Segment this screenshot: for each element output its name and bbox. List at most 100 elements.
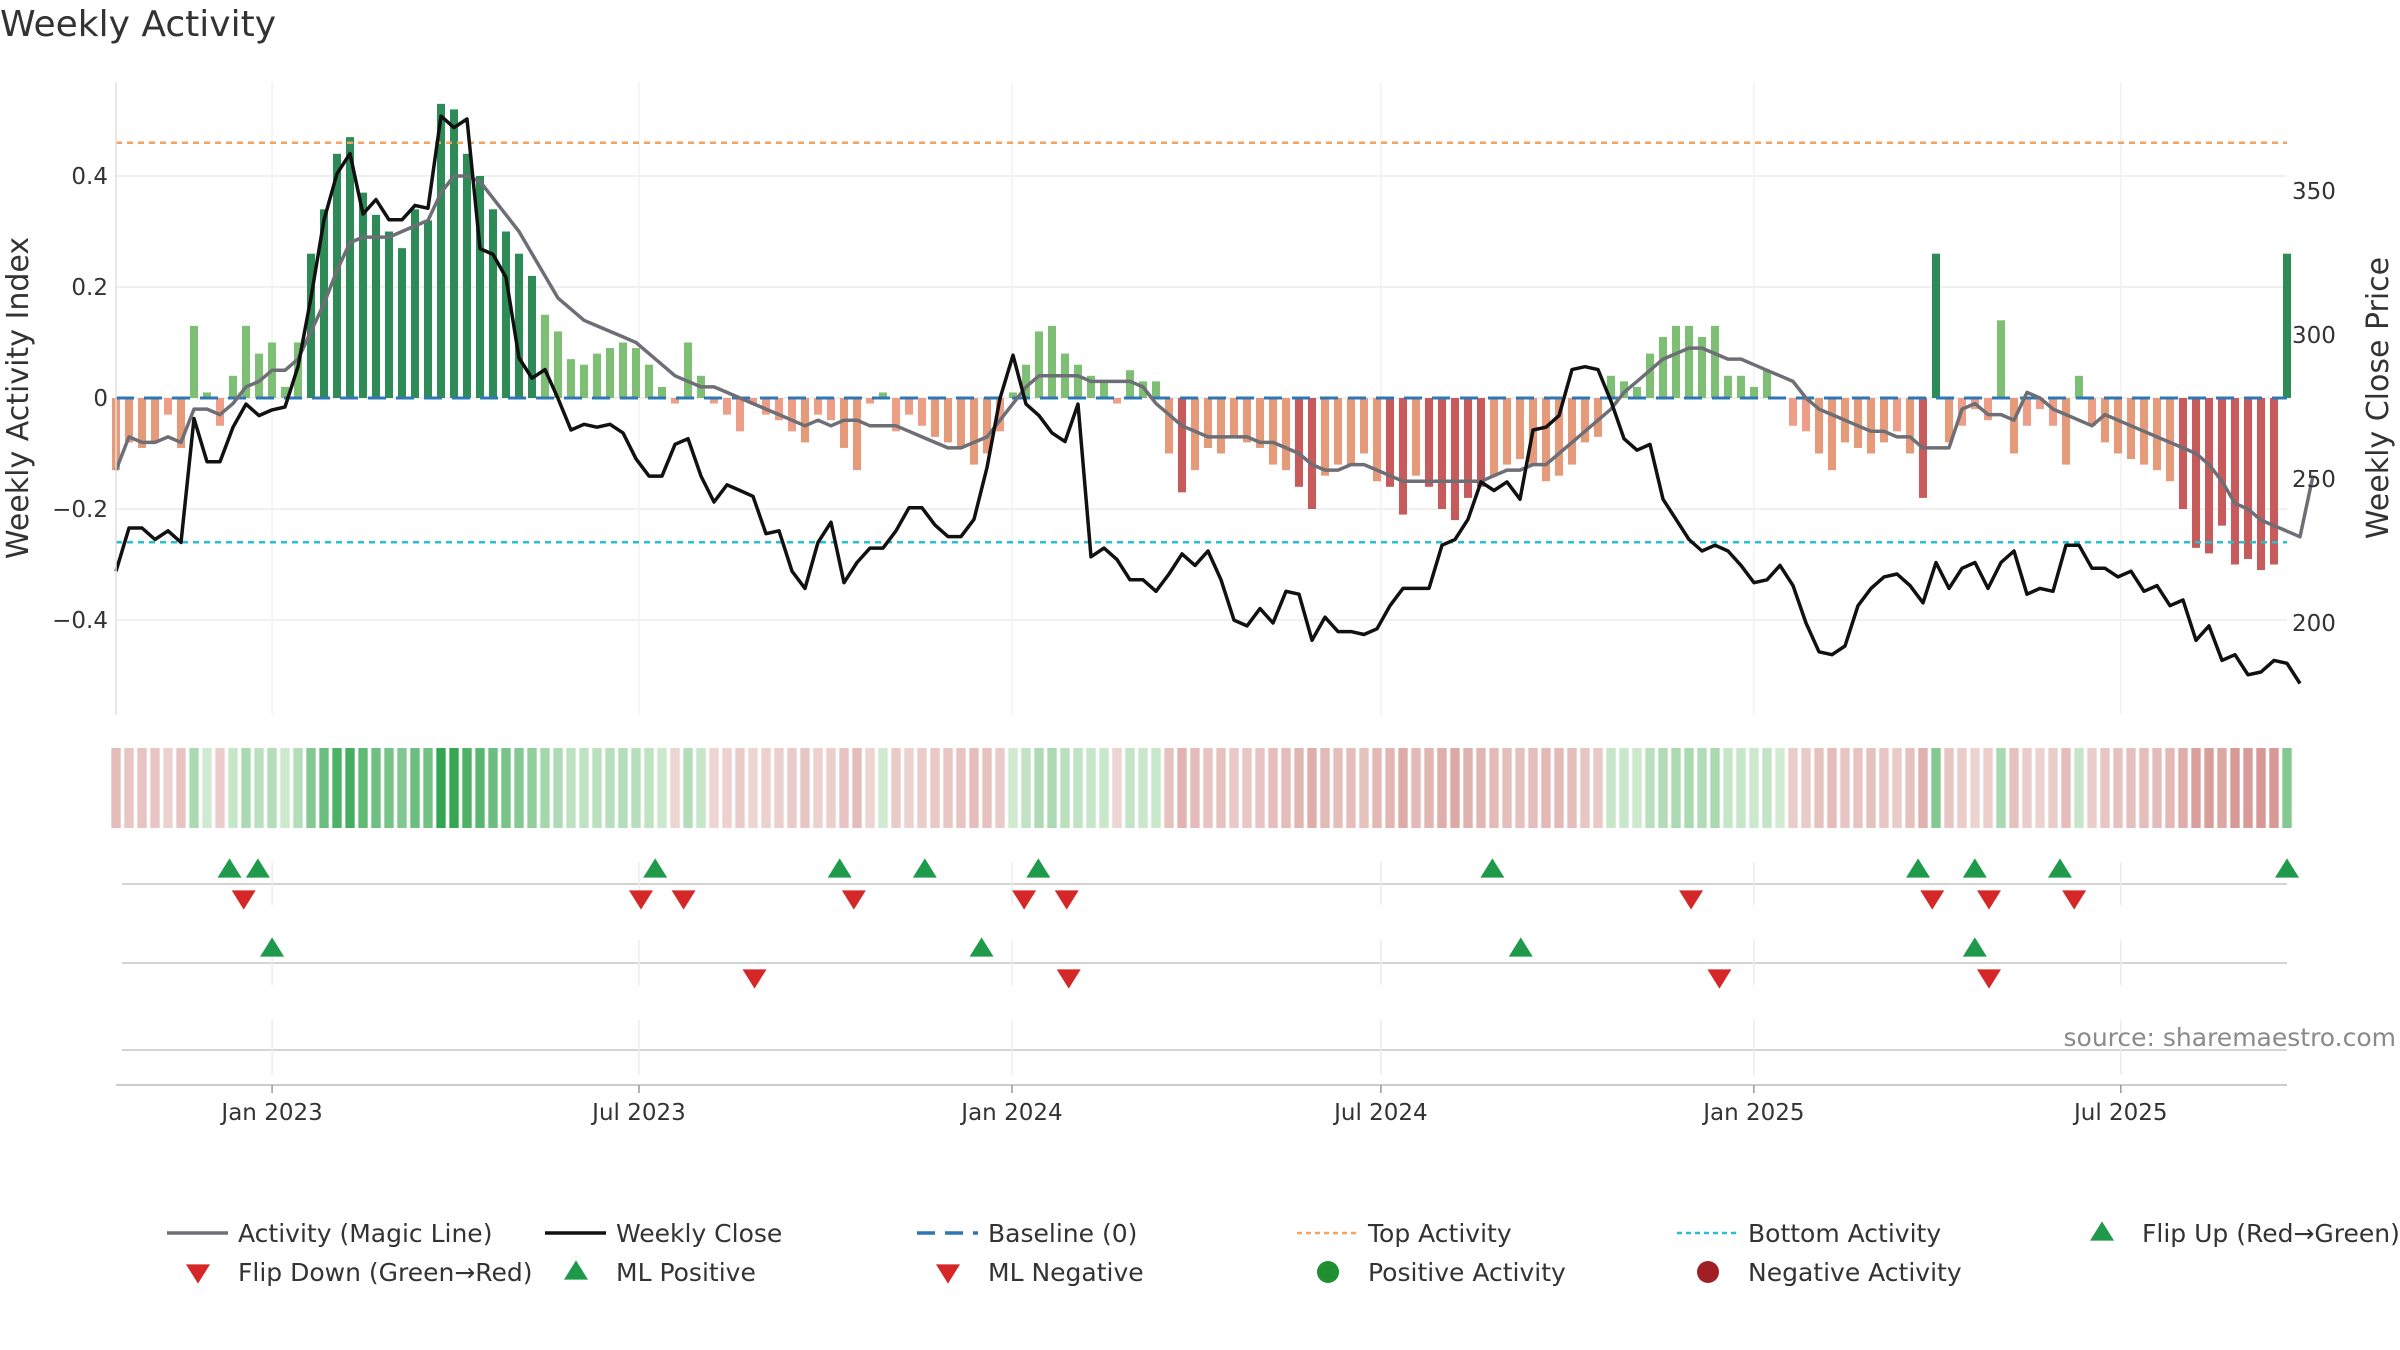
activity-bar: [1905, 398, 1915, 454]
heat-cell: [1684, 748, 1694, 828]
legend-item-pos: Positive Activity: [1317, 1258, 1566, 1287]
x-tick-label: Jul 2025: [2072, 1100, 2168, 1126]
heat-cell: [748, 748, 758, 828]
heat-cell: [683, 748, 693, 828]
activity-bar: [2230, 398, 2240, 565]
heat-cell: [1840, 748, 1850, 828]
heat-cell: [787, 748, 797, 828]
flip-up-marker: [1962, 858, 1987, 878]
heat-cell: [1294, 748, 1304, 828]
activity-bar: [592, 353, 602, 398]
activity-bar: [904, 398, 914, 415]
activity-bar: [241, 325, 251, 398]
activity-bar: [527, 275, 537, 398]
activity-bar: [215, 398, 225, 426]
legend-swatch: [564, 1260, 588, 1280]
legend-item-flipup: Flip Up (Red→Green): [2090, 1219, 2400, 1248]
heat-cell: [592, 748, 602, 828]
activity-bar: [436, 103, 446, 398]
activity-bar: [1606, 375, 1616, 398]
activity-bar: [2178, 398, 2188, 509]
activity-bar: [1515, 398, 1525, 460]
heat-cell: [189, 748, 199, 828]
heat-cell: [2100, 748, 2110, 828]
activity-bar: [761, 398, 771, 415]
activity-bar: [228, 375, 238, 398]
activity-bar: [943, 398, 953, 443]
activity-bar: [995, 398, 1005, 432]
heat-cell: [1437, 748, 1447, 828]
activity-bar: [280, 386, 290, 398]
activity-bar: [865, 398, 875, 404]
activity-bar: [1502, 398, 1512, 465]
y-axis-left-label: Weekly Activity Index: [1, 237, 36, 559]
heat-cell: [2035, 748, 2045, 828]
heat-cell: [254, 748, 264, 828]
activity-bar: [1411, 398, 1421, 476]
heat-cell: [111, 748, 121, 828]
heat-cell: [2113, 748, 2123, 828]
heat-cell: [670, 748, 680, 828]
heat-cell: [1060, 748, 1070, 828]
heat-cell: [1333, 748, 1343, 828]
heat-cell: [1463, 748, 1473, 828]
heat-cell: [280, 748, 290, 828]
heat-cell: [1021, 748, 1031, 828]
activity-bar: [2282, 253, 2292, 398]
activity-bar: [1346, 398, 1356, 465]
activity-bar: [1450, 398, 1460, 521]
activity-bars: [111, 103, 2292, 571]
activity-bar: [1827, 398, 1837, 471]
heat-cell: [1801, 748, 1811, 828]
legend-label: Positive Activity: [1368, 1258, 1566, 1287]
heat-cell: [163, 748, 173, 828]
heat-cell: [1710, 748, 1720, 828]
heat-cell: [1775, 748, 1785, 828]
activity-bar: [2165, 398, 2175, 482]
flip-down-marker: [1977, 890, 2002, 910]
heat-cell: [2048, 748, 2058, 828]
heat-cell: [1905, 748, 1915, 828]
activity-bar: [1255, 398, 1265, 448]
heat-cell: [1619, 748, 1629, 828]
legend-item-mlneg: ML Negative: [936, 1258, 1144, 1287]
legend-swatch: [186, 1264, 210, 1284]
heat-cell: [1047, 748, 1057, 828]
heat-cell: [1450, 748, 1460, 828]
heat-cell: [1957, 748, 1967, 828]
heat-cell: [488, 748, 498, 828]
axes: 0.4 0.2 0 −0.2 −0.4 350 300 250 200: [52, 82, 2336, 715]
legend-label: Bottom Activity: [1748, 1219, 1941, 1248]
activity-bar: [1463, 398, 1473, 498]
legend-label: Baseline (0): [988, 1219, 1137, 1248]
activity-bar: [124, 398, 134, 443]
heat-cell: [839, 748, 849, 828]
activity-bar: [670, 398, 680, 404]
activity-bar: [2061, 398, 2071, 465]
activity-bar: [254, 353, 264, 398]
activity-bar: [1944, 398, 1954, 443]
legend-swatch: [2090, 1221, 2114, 1241]
flip-up-marker: [2047, 858, 2072, 878]
heat-cell: [527, 748, 537, 828]
activity-bar: [553, 331, 563, 398]
heat-cell: [1073, 748, 1083, 828]
heat-cell: [215, 748, 225, 828]
heat-cell: [2243, 748, 2253, 828]
heat-cell: [514, 748, 524, 828]
heat-cell: [774, 748, 784, 828]
heat-cell: [2230, 748, 2240, 828]
heat-cell: [1385, 748, 1395, 828]
heat-cell: [1645, 748, 1655, 828]
heat-cell: [267, 748, 277, 828]
heat-cell: [1190, 748, 1200, 828]
heat-cell: [826, 748, 836, 828]
heat-cell: [1164, 748, 1174, 828]
legend-item-bottom: Bottom Activity: [1677, 1219, 1941, 1248]
activity-bar: [1723, 375, 1733, 398]
activity-bar: [1359, 398, 1369, 454]
heat-cell: [1944, 748, 1954, 828]
ml-up-marker: [1508, 937, 1533, 957]
heat-cell: [202, 748, 212, 828]
activity-bar: [1281, 398, 1291, 471]
